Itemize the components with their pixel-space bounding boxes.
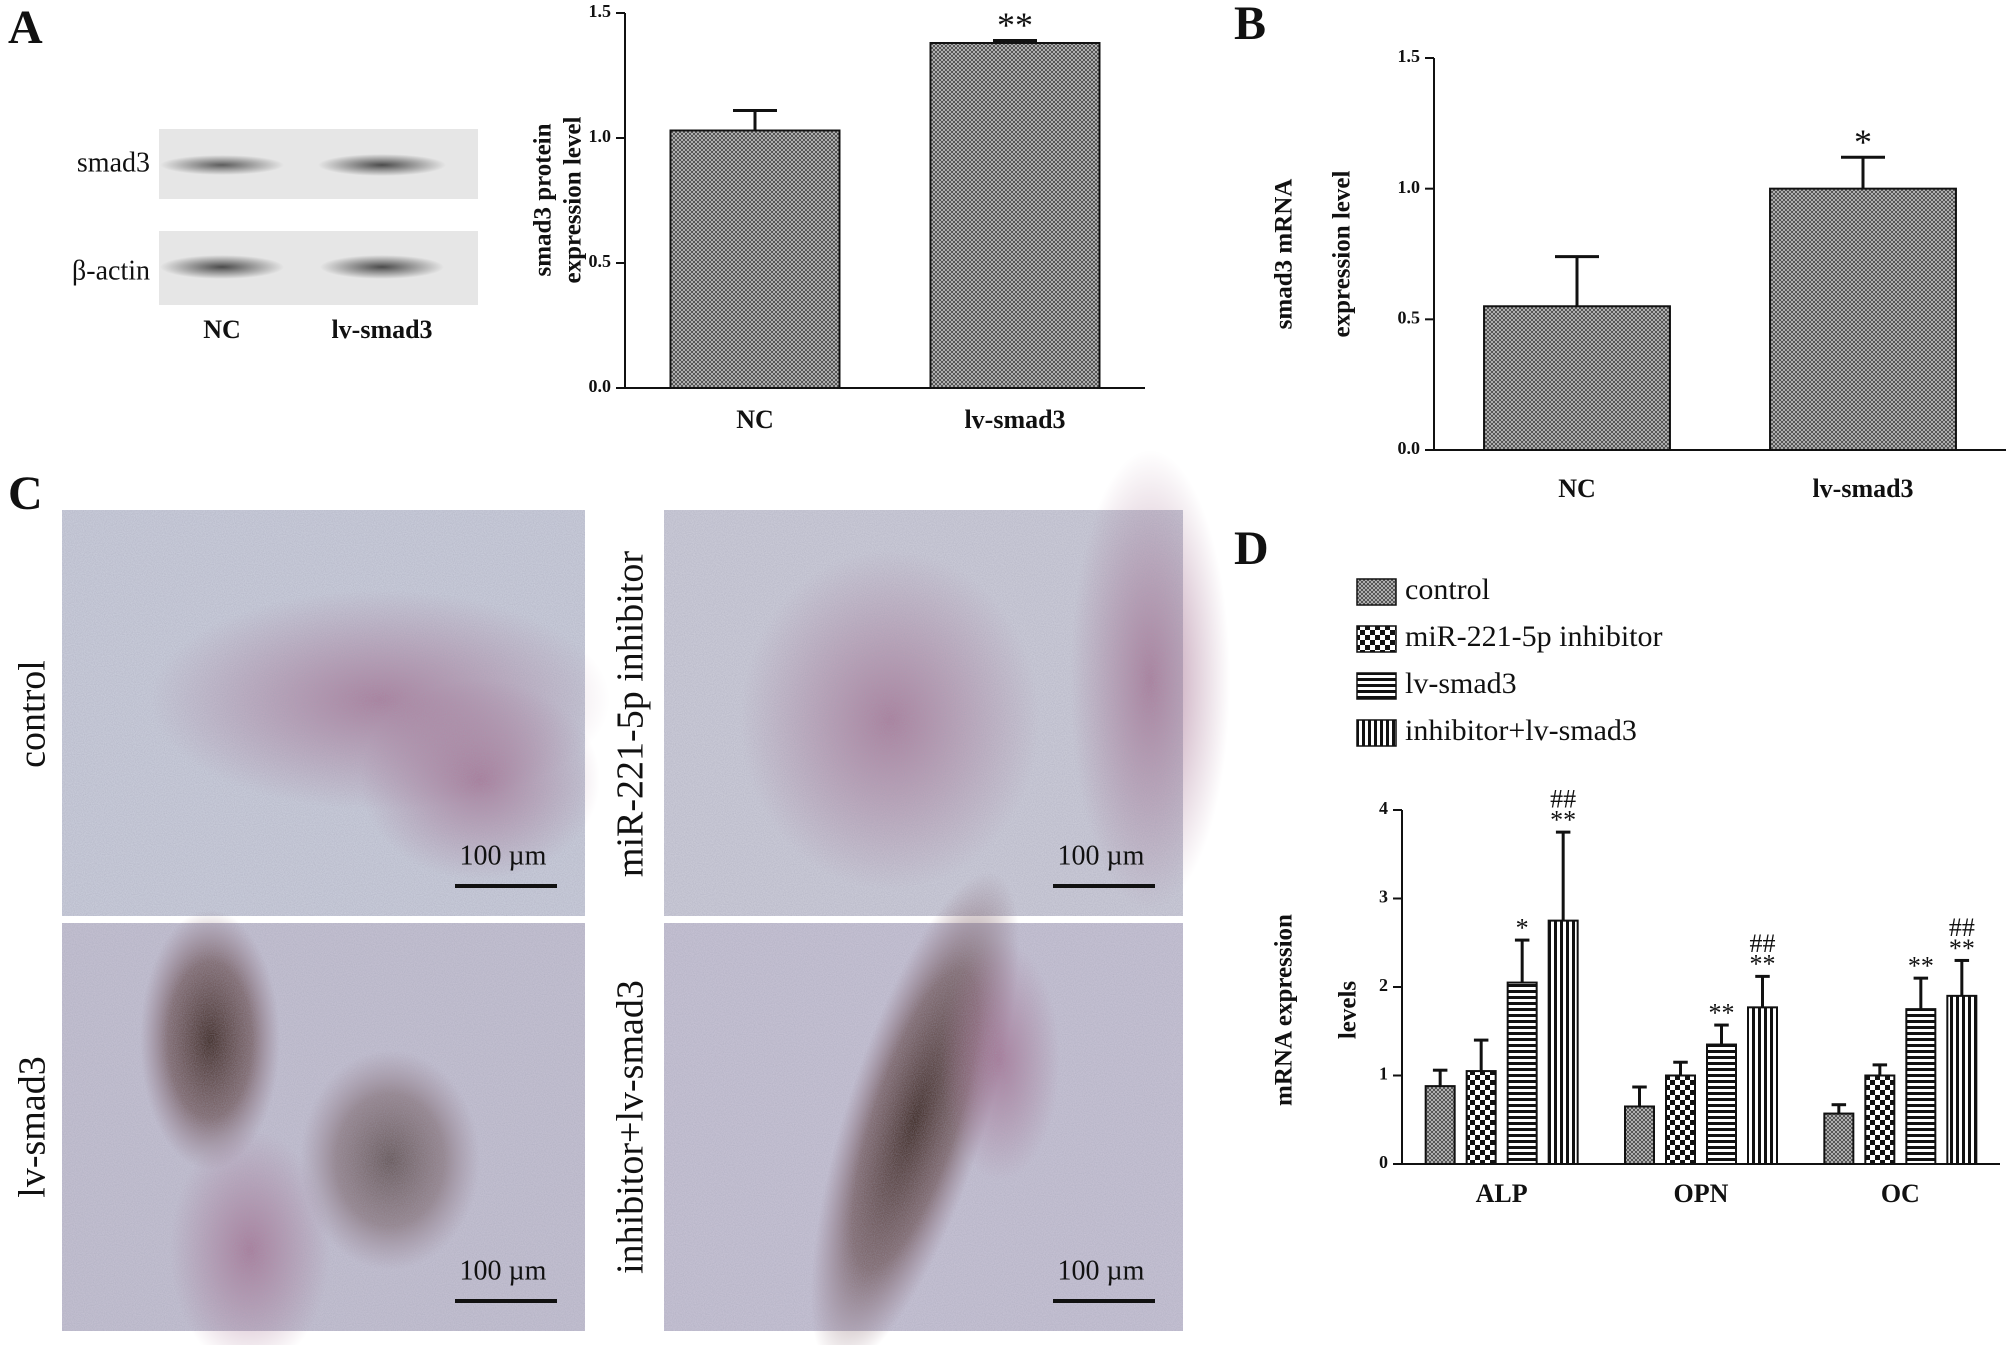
micrograph [664,450,1230,916]
x-tick-label: OC [1881,1179,1920,1208]
bar [1424,1085,1456,1165]
y-tick-label: 1.5 [1398,46,1421,66]
significance-mark: ## [1550,785,1576,814]
panel-label: D [1234,522,1269,575]
scale-bar-label: 100 µm [460,840,547,871]
significance-mark: ** [1949,934,1975,963]
legend-swatch [1356,625,1397,653]
x-tick-label: lv-smad3 [964,405,1065,434]
scale-bar-label: 100 µm [1058,840,1145,871]
x-tick-label: OPN [1674,1179,1729,1208]
micrograph [62,510,610,916]
micrograph-label: control [12,660,54,768]
y-tick-label: 0.0 [1398,438,1421,458]
significance-mark: * [1516,913,1529,942]
y-tick-label: 0.0 [589,376,612,396]
legend-swatch [1356,719,1397,747]
y-tick-label: 1 [1379,1064,1388,1084]
y-tick-label: 1.5 [589,1,612,21]
micrograph [664,871,1183,1345]
legend-label: lv-smad3 [1405,667,1517,700]
y-tick-label: 3 [1379,887,1388,907]
x-tick-label: NC [1558,474,1596,503]
y-axis-label: smad3 protein [530,123,557,276]
y-tick-label: 2 [1379,975,1388,995]
legend-swatch [1356,578,1397,606]
y-axis-label: levels [1335,981,1362,1040]
scale-bars: 100 µm 100 µm 100 µm 100 µm [455,840,1155,1303]
panel-label: A [8,1,43,54]
x-tick-label: lv-smad3 [1812,474,1913,503]
bar [1946,994,1978,1165]
micrograph [62,910,585,1345]
y-tick-label: 0 [1379,1152,1388,1172]
y-tick-label: 0.5 [589,251,612,271]
bar [1823,1112,1855,1166]
x-tick-label: NC [736,405,774,434]
x-tick-label: ALP [1476,1179,1528,1208]
significance-mark: * [1854,122,1872,162]
bar [1465,1070,1497,1165]
y-tick-label: 4 [1379,798,1388,818]
blot-lane-label: lv-smad3 [331,315,432,344]
panel-label: B [1234,0,1266,50]
legend-swatch [1356,672,1397,700]
bar [929,42,1101,389]
western-blot: smad3 β-actin NC lv-smad3 [72,129,478,344]
y-axis-label: expression level [560,117,587,284]
micrograph-label: inhibitor+lv-smad3 [610,980,652,1274]
scale-bar-label: 100 µm [1058,1255,1145,1286]
significance-mark: ** [1709,998,1735,1027]
y-axis-label: smad3 mRNA [1271,179,1298,330]
blot-row-label: β-actin [72,255,150,286]
y-tick-label: 1.0 [1398,177,1421,197]
bar [1706,1043,1737,1166]
y-axis-label: expression level [1329,171,1356,338]
scale-bar-label: 100 µm [460,1255,547,1286]
significance-mark: ## [1750,929,1776,958]
legend-label: miR-221-5p inhibitor [1405,620,1663,653]
y-tick-label: 1.0 [589,126,612,146]
significance-mark: ** [1550,805,1576,834]
bar [1665,1074,1696,1165]
legend-label: inhibitor+lv-smad3 [1405,714,1637,747]
bar [1506,981,1538,1166]
bar [669,129,841,389]
micrograph-label: miR-221-5p inhibitor [610,551,652,878]
blot-row-label: smad3 [77,147,150,178]
bar [1624,1105,1655,1165]
y-axis-label: mRNA expression [1271,914,1298,1106]
significance-mark: ## [1949,913,1975,942]
micrograph-label: lv-smad3 [12,1056,54,1197]
bar [1747,1006,1778,1165]
bar [1483,305,1671,451]
panel-label: C [8,467,43,520]
bar [1864,1074,1896,1165]
bar [1547,919,1579,1165]
blot-lane-label: NC [203,315,241,344]
significance-mark: ** [1908,952,1934,981]
significance-mark: ** [997,5,1033,45]
bar [1769,187,1957,452]
bar [1905,1008,1937,1165]
y-tick-label: 0.5 [1398,307,1421,327]
legend-label: control [1405,573,1490,606]
significance-mark: ** [1750,950,1776,979]
